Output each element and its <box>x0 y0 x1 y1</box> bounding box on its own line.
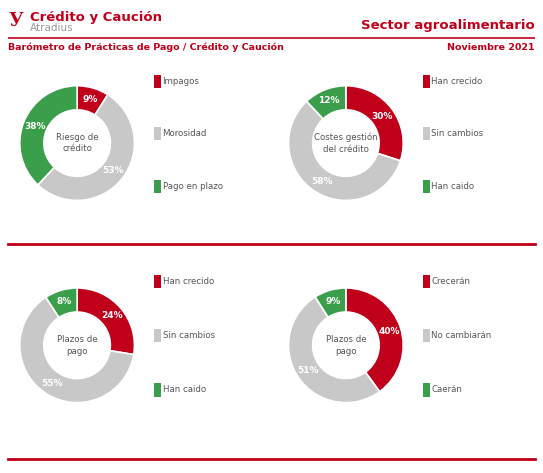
Text: Atradius: Atradius <box>30 23 73 33</box>
FancyBboxPatch shape <box>154 180 161 193</box>
Wedge shape <box>315 288 346 317</box>
Text: Riesgo de
crédito: Riesgo de crédito <box>56 133 98 153</box>
FancyBboxPatch shape <box>423 127 430 140</box>
Text: Han caido: Han caido <box>431 182 475 191</box>
Wedge shape <box>46 288 77 317</box>
Wedge shape <box>38 95 135 201</box>
Text: 9%: 9% <box>82 95 97 104</box>
Text: 55%: 55% <box>42 379 63 388</box>
Text: Sin cambios: Sin cambios <box>162 331 214 340</box>
Text: Plazos de
pago: Plazos de pago <box>57 335 97 356</box>
Text: 53%: 53% <box>102 166 124 175</box>
Wedge shape <box>288 101 400 201</box>
Wedge shape <box>307 86 346 119</box>
Text: 24%: 24% <box>101 311 122 321</box>
Text: Plazos de
pago: Plazos de pago <box>326 335 366 356</box>
Text: Sector agroalimentario: Sector agroalimentario <box>361 19 535 32</box>
Text: 38%: 38% <box>24 122 46 131</box>
FancyBboxPatch shape <box>154 274 161 288</box>
Text: Han caido: Han caido <box>162 385 206 394</box>
Text: Crecerán: Crecerán <box>431 277 470 286</box>
Wedge shape <box>20 297 134 403</box>
Text: Han crecido: Han crecido <box>431 77 483 86</box>
FancyBboxPatch shape <box>154 329 161 342</box>
Text: 9%: 9% <box>326 298 341 307</box>
Text: No cambiarán: No cambiarán <box>431 331 491 340</box>
Wedge shape <box>288 297 380 403</box>
FancyBboxPatch shape <box>423 383 430 397</box>
Text: 40%: 40% <box>378 327 400 336</box>
FancyBboxPatch shape <box>154 383 161 397</box>
Text: Noviembre 2021: Noviembre 2021 <box>447 43 535 52</box>
Text: Han crecido: Han crecido <box>162 277 214 286</box>
Text: Sin cambios: Sin cambios <box>431 129 483 138</box>
Text: Impagos: Impagos <box>162 77 199 86</box>
Wedge shape <box>346 288 403 392</box>
Text: 30%: 30% <box>372 112 393 121</box>
Text: 51%: 51% <box>298 366 319 375</box>
Text: Pago en plazo: Pago en plazo <box>162 182 223 191</box>
Text: Crédito y Caución: Crédito y Caución <box>30 11 162 24</box>
Wedge shape <box>346 86 403 161</box>
FancyBboxPatch shape <box>423 180 430 193</box>
FancyBboxPatch shape <box>423 274 430 288</box>
Text: Morosidad: Morosidad <box>162 129 207 138</box>
FancyBboxPatch shape <box>423 329 430 342</box>
Text: У: У <box>8 12 23 30</box>
Wedge shape <box>77 86 108 115</box>
Text: Barómetro de Prácticas de Pago / Crédito y Caución: Barómetro de Prácticas de Pago / Crédito… <box>8 43 284 52</box>
FancyBboxPatch shape <box>423 75 430 88</box>
Text: 8%: 8% <box>56 298 72 307</box>
FancyBboxPatch shape <box>154 75 161 88</box>
Text: Costes gestión
del crédito: Costes gestión del crédito <box>314 132 378 154</box>
Text: Caerán: Caerán <box>431 385 462 394</box>
Text: 12%: 12% <box>318 96 340 105</box>
Wedge shape <box>20 86 77 185</box>
Text: 58%: 58% <box>311 177 332 186</box>
FancyBboxPatch shape <box>154 127 161 140</box>
Wedge shape <box>77 288 135 355</box>
